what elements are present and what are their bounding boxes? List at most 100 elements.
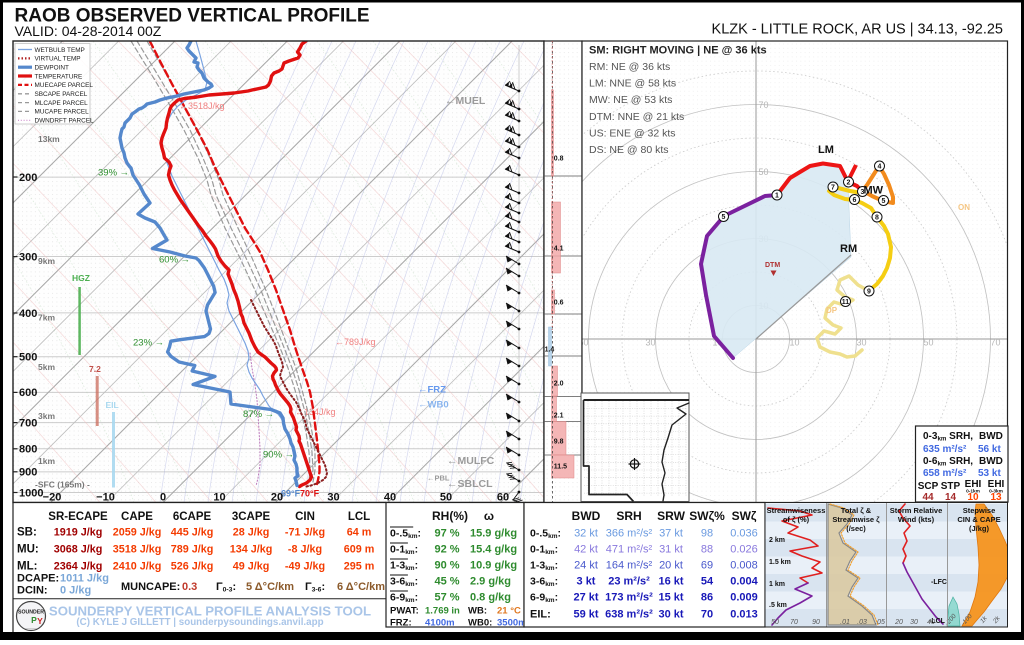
svg-text:Streamwiseness: Streamwiseness (767, 506, 826, 515)
svg-text:DCIN:: DCIN: (17, 585, 48, 597)
svg-text:1011 J/kg: 1011 J/kg (60, 573, 109, 585)
svg-text:WETBULB TEMP: WETBULB TEMP (35, 47, 85, 54)
svg-text:LM: NNE @ 58 kts: LM: NNE @ 58 kts (589, 78, 676, 90)
svg-text:.03: .03 (857, 619, 867, 626)
svg-text:2: 2 (847, 180, 851, 187)
svg-text:EHI: EHI (988, 479, 1005, 490)
svg-text:0.004: 0.004 (730, 576, 758, 588)
svg-text:295 m: 295 m (344, 561, 375, 573)
svg-text:30: 30 (856, 338, 866, 348)
svg-text:20 kt: 20 kt (659, 560, 683, 572)
svg-text:FRZ:: FRZ: (390, 618, 412, 629)
svg-text:24 kt: 24 kt (574, 560, 598, 572)
svg-text:13: 13 (990, 492, 1002, 503)
svg-text:BWD: BWD (979, 456, 1003, 467)
svg-text:90: 90 (812, 619, 820, 626)
svg-text:(J/kg): (J/kg) (969, 524, 990, 533)
svg-text:←MUEL: ←MUEL (445, 95, 486, 107)
svg-text:69: 69 (701, 560, 713, 572)
svg-text:←WB0: ←WB0 (418, 400, 449, 411)
svg-text:(C) KYLE J GILLETT | sounderpy: (C) KYLE J GILLETT | sounderpysoundings.… (76, 617, 323, 628)
svg-text:MLCAPE PARCEL: MLCAPE PARCEL (35, 100, 89, 107)
svg-text:600: 600 (19, 387, 37, 399)
svg-text:900: 900 (19, 467, 37, 479)
svg-text:-LCL: -LCL (929, 618, 946, 625)
svg-text:EIL: EIL (106, 400, 119, 410)
svg-text:0.008: 0.008 (730, 560, 758, 572)
svg-text:PWAT:: PWAT: (390, 606, 419, 617)
svg-text:45 %: 45 % (434, 576, 459, 588)
svg-text:6 Δ°C/km: 6 Δ°C/km (337, 581, 385, 593)
svg-text:134 J/kg: 134 J/kg (230, 544, 273, 556)
svg-text:1-3km:: 1-3km: (530, 560, 558, 573)
svg-text:526 J/kg: 526 J/kg (171, 561, 214, 573)
svg-text:50: 50 (771, 619, 779, 626)
svg-text:←SBLCL: ←SBLCL (447, 478, 493, 490)
svg-text:800: 800 (19, 444, 37, 456)
svg-text:RAOB OBSERVED VERTICAL PROFILE: RAOB OBSERVED VERTICAL PROFILE (15, 6, 370, 27)
svg-text:2 km: 2 km (769, 537, 785, 544)
svg-text:0.036: 0.036 (730, 528, 758, 540)
svg-text:1-3km:: 1-3km: (390, 560, 418, 573)
svg-text:←MULFC: ←MULFC (447, 455, 495, 467)
svg-text:88: 88 (701, 544, 713, 556)
svg-text:←3518J/kg: ←3518J/kg (179, 101, 225, 111)
svg-text:1000: 1000 (19, 487, 43, 499)
svg-text:13km: 13km (38, 134, 60, 144)
svg-text:DCAPE:: DCAPE: (17, 573, 59, 585)
svg-text:1k: 1k (979, 615, 989, 625)
svg-text:2.1: 2.1 (554, 413, 564, 420)
svg-text:90% →: 90% → (263, 450, 294, 461)
svg-text:471 m²/s²: 471 m²/s² (606, 544, 653, 556)
svg-text:635 m²/s²: 635 m²/s² (923, 444, 967, 455)
svg-text:MW: MW (864, 185, 884, 197)
svg-text:3518 J/kg: 3518 J/kg (113, 544, 162, 556)
svg-text:6-9km:: 6-9km: (390, 592, 418, 605)
svg-text:30 kt: 30 kt (658, 609, 683, 621)
svg-text:164 m²/s²: 164 m²/s² (606, 560, 653, 572)
svg-text:←PBL: ←PBL (427, 474, 450, 483)
svg-text:0-6km SRH,: 0-6km SRH, (923, 456, 973, 468)
svg-text:15 kt: 15 kt (658, 592, 683, 604)
svg-text:LM: LM (818, 144, 834, 156)
svg-text:−20: −20 (43, 492, 62, 504)
svg-text:14: 14 (945, 492, 957, 503)
svg-text:40: 40 (927, 619, 935, 626)
svg-text:37 kt: 37 kt (659, 528, 683, 540)
svg-text:CAPE: CAPE (121, 511, 153, 523)
svg-text:500: 500 (19, 352, 37, 364)
svg-text:SOUNDERPY VERTICAL PROFILE ANA: SOUNDERPY VERTICAL PROFILE ANALYSIS TOOL (49, 604, 371, 619)
svg-text:4: 4 (878, 164, 882, 171)
svg-text:US: ENE @ 32 kts: US: ENE @ 32 kts (589, 127, 676, 139)
svg-text:445 J/kg: 445 J/kg (171, 527, 214, 539)
svg-text:11.5: 11.5 (554, 464, 567, 471)
svg-text:3-6km:: 3-6km: (530, 576, 558, 589)
svg-text:DWNDRFT PARCEL: DWNDRFT PARCEL (35, 118, 95, 125)
svg-text:20: 20 (271, 492, 283, 504)
svg-text:TEMPERATURE: TEMPERATURE (35, 73, 83, 80)
svg-text:.05: .05 (875, 619, 885, 626)
svg-text:7.2: 7.2 (89, 364, 101, 374)
svg-text:23 m²/s²: 23 m²/s² (608, 576, 650, 588)
svg-text:DTM: DTM (765, 262, 780, 269)
svg-text:HGZ: HGZ (72, 273, 90, 283)
svg-text:5: 5 (882, 198, 886, 205)
svg-text:42 kt: 42 kt (574, 544, 598, 556)
svg-text:ML:: ML: (17, 561, 37, 573)
svg-text:MW: NE @ 53 kts: MW: NE @ 53 kts (589, 94, 672, 106)
svg-text:3: 3 (861, 189, 865, 196)
svg-text:0-1km: 0-1km (966, 489, 980, 495)
svg-text:300: 300 (19, 251, 37, 263)
svg-text:0.009: 0.009 (730, 592, 758, 604)
svg-text:70: 70 (701, 609, 713, 621)
svg-text:97 %: 97 % (434, 528, 459, 540)
svg-text:MUNCAPE:: MUNCAPE: (121, 581, 180, 593)
svg-text:0.6: 0.6 (554, 300, 564, 307)
svg-text:CIN: CIN (295, 511, 315, 523)
svg-text:5 Δ°C/km: 5 Δ°C/km (246, 581, 294, 593)
svg-text:←FRZ: ←FRZ (418, 385, 446, 396)
svg-text:(/sec): (/sec) (846, 524, 866, 533)
svg-text:KLZK - LITTLE ROCK, AR US | 34: KLZK - LITTLE ROCK, AR US | 34.13, -92.2… (712, 22, 1003, 38)
svg-text:MU:: MU: (17, 544, 39, 556)
svg-text:60% →: 60% → (159, 255, 190, 266)
